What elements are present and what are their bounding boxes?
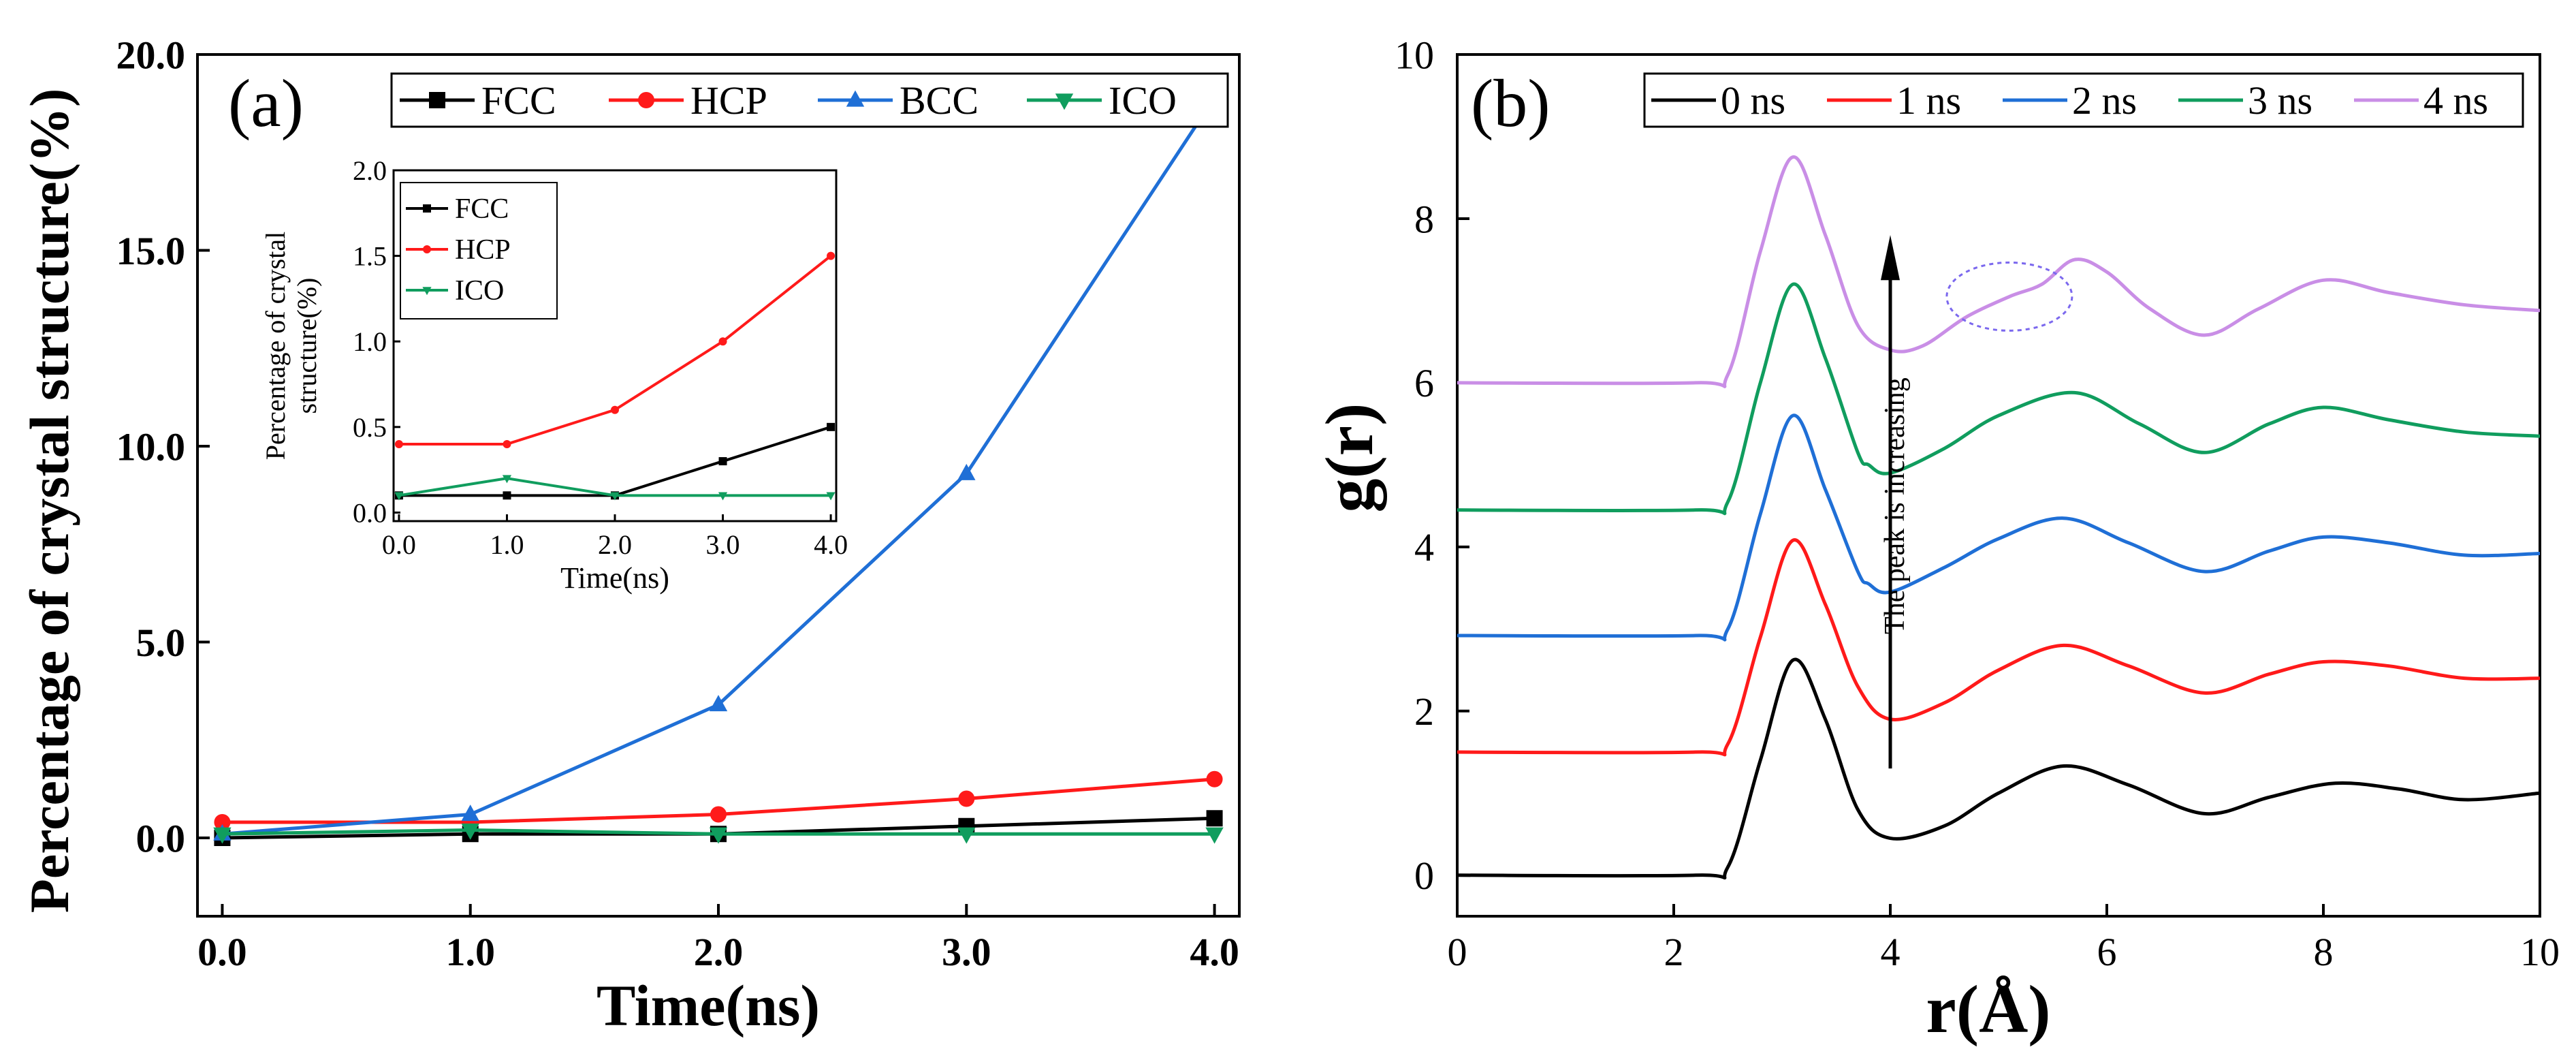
panel-b-x-tick-label: 10 bbox=[2520, 930, 2560, 974]
legend-fcc-label: FCC bbox=[481, 78, 556, 123]
panel-a-x-axis-title: Time(ns) bbox=[597, 973, 820, 1038]
legend-fcc-marker bbox=[429, 92, 445, 108]
inset-series-ico-point bbox=[502, 475, 512, 484]
panel-b-y-axis-title: g(r) bbox=[1311, 403, 1387, 513]
panel-a-x-tick-label: 0.0 bbox=[197, 930, 247, 974]
panel-b-y-tick-label: 6 bbox=[1414, 361, 1434, 405]
panel-a-series-bcc-point bbox=[461, 805, 479, 822]
inset-y-tick-label: 1.5 bbox=[353, 241, 387, 272]
inset-x-tick-label: 1.0 bbox=[490, 529, 524, 560]
inset-series-hcp-point bbox=[611, 405, 619, 414]
inset-series-ico-point bbox=[610, 492, 620, 501]
panel-a-series-hcp-point bbox=[1206, 770, 1223, 787]
rdf-curve-1-ns bbox=[1457, 538, 2541, 757]
inset-legend-fcc-label: FCC bbox=[455, 193, 509, 225]
panel-a-series-hcp-point bbox=[958, 790, 975, 807]
panel-b-x-tick-label: 0 bbox=[1448, 930, 1467, 974]
panel-b-x-tick-label: 4 bbox=[1881, 930, 1901, 974]
panel-a-y-axis-title: Percentage of crystal structure(%) bbox=[18, 89, 80, 913]
panel-b-y-tick-label: 0 bbox=[1414, 854, 1434, 898]
panel-b-y-tick-label: 4 bbox=[1414, 525, 1434, 569]
inset-series-fcc-point bbox=[503, 491, 511, 500]
rdf-curve-2-ns bbox=[1457, 413, 2541, 642]
panel-a-y-tick-label: 0.0 bbox=[136, 816, 186, 860]
panel-a-series-ico-point bbox=[957, 827, 976, 844]
panel-a-x-tick-label: 1.0 bbox=[445, 930, 495, 974]
inset-x-tick-label: 2.0 bbox=[598, 529, 632, 560]
panel-b-plot-frame bbox=[1456, 53, 2541, 918]
inset-y-axis-title-line: Percentage of crystal bbox=[260, 232, 291, 460]
panel-b-x-tick-label: 8 bbox=[2314, 930, 2334, 974]
rdf-curve-0-ns bbox=[1457, 657, 2541, 880]
inset-legend-hcp-marker bbox=[423, 245, 431, 253]
panel-a-label: (a) bbox=[228, 65, 304, 141]
legend-0-ns-label: 0 ns bbox=[1721, 78, 1785, 123]
panel-a-series-fcc-point bbox=[1206, 810, 1223, 827]
legend-ico-label: ICO bbox=[1109, 78, 1177, 123]
inset-series-ico-point bbox=[826, 492, 836, 501]
inset-legend-fcc-marker bbox=[423, 204, 431, 213]
panel-b-x-tick-label: 2 bbox=[1664, 930, 1684, 974]
inset-series-ico-point bbox=[394, 492, 404, 501]
inset-series-hcp-point bbox=[394, 439, 403, 448]
inset-y-tick-label: 1.0 bbox=[353, 326, 387, 357]
rdf-curve-4-ns bbox=[1457, 155, 2541, 388]
panel-a-y-tick-label: 15.0 bbox=[116, 229, 186, 273]
inset-y-axis-title: Percentage of crystalstructure(%) bbox=[260, 232, 322, 460]
panel-b-x-tick-label: 6 bbox=[2097, 930, 2117, 974]
inset-series-fcc-point bbox=[718, 457, 727, 466]
panel-a-series-bcc-point bbox=[709, 695, 728, 712]
legend-1-ns-label: 1 ns bbox=[1896, 78, 1961, 123]
inset-y-tick-label: 0.5 bbox=[353, 412, 387, 443]
inset-series-fcc-point bbox=[827, 422, 836, 431]
panel-a-x-tick-label: 4.0 bbox=[1190, 930, 1239, 974]
panel-a-series-ico-point bbox=[709, 827, 728, 844]
legend-bcc-label: BCC bbox=[900, 78, 979, 123]
panel-a-series-ico-point bbox=[213, 827, 232, 844]
inset-legend-ico-label: ICO bbox=[455, 275, 504, 307]
inset-legend-hcp-label: HCP bbox=[455, 234, 511, 266]
panel-a-series-hcp-point bbox=[214, 814, 231, 830]
panel-b-y-tick-label: 8 bbox=[1414, 197, 1434, 241]
inset-x-tick-label: 4.0 bbox=[814, 529, 848, 560]
inset-y-tick-label: 2.0 bbox=[353, 155, 387, 186]
rdf-curve-3-ns bbox=[1457, 282, 2541, 516]
inset-series-ico-point bbox=[718, 492, 728, 501]
peak-increasing-arrowhead bbox=[1881, 235, 1900, 281]
panel-a-series-ico-point bbox=[461, 823, 479, 840]
inset-series-hcp-point bbox=[827, 251, 836, 260]
panel-a-y-tick-label: 10.0 bbox=[116, 424, 186, 469]
inset-series-hcp-point bbox=[718, 337, 727, 346]
legend-bcc-marker bbox=[846, 90, 865, 107]
legend-3-ns-label: 3 ns bbox=[2248, 78, 2312, 123]
panel-a-y-tick-label: 5.0 bbox=[136, 621, 186, 665]
peak-increasing-annotation: The peak is increasing bbox=[1879, 377, 1911, 634]
panel-b-chart: (b) r(Å) g(r) 0 2 4 6 8 10 0 2 4 6 8 10 0 ns 1 ns 2 ns… bbox=[1311, 33, 2560, 1047]
legend-hcp-marker bbox=[638, 92, 654, 108]
inset-legend-ico-marker bbox=[422, 287, 432, 296]
panel-b-y-tick-label: 2 bbox=[1414, 689, 1434, 734]
inset-y-axis-title-line: structure(%) bbox=[291, 278, 322, 414]
inset-series-hcp-point bbox=[503, 439, 511, 448]
panel-a-x-tick-label: 2.0 bbox=[694, 930, 744, 974]
panel-a-series-ico-point bbox=[1205, 827, 1224, 844]
shoulder-highlight-ellipse bbox=[1945, 261, 2073, 332]
legend-4-ns-label: 4 ns bbox=[2423, 78, 2488, 123]
inset-y-tick-label: 0.0 bbox=[353, 497, 387, 528]
panel-a-series-bcc-point bbox=[957, 463, 976, 480]
panel-a-chart: (a) Time(ns) Percentage of crystal struc… bbox=[18, 33, 1241, 1038]
legend-2-ns-label: 2 ns bbox=[2072, 78, 2137, 123]
panel-b-label: (b) bbox=[1471, 65, 1551, 141]
panel-b-y-tick-label: 10 bbox=[1395, 33, 1434, 77]
panel-b-x-axis-title: r(Å) bbox=[1926, 971, 2050, 1047]
inset-x-axis-title: Time(ns) bbox=[560, 561, 669, 595]
inset-x-tick-label: 0.0 bbox=[382, 529, 416, 560]
legend-ico-marker bbox=[1055, 93, 1074, 110]
panel-a-y-tick-label: 20.0 bbox=[116, 33, 186, 77]
legend-hcp-label: HCP bbox=[690, 78, 767, 123]
panel-a-series-hcp-point bbox=[710, 806, 727, 823]
inset-x-tick-label: 3.0 bbox=[706, 529, 740, 560]
panel-a-x-tick-label: 3.0 bbox=[942, 930, 991, 974]
